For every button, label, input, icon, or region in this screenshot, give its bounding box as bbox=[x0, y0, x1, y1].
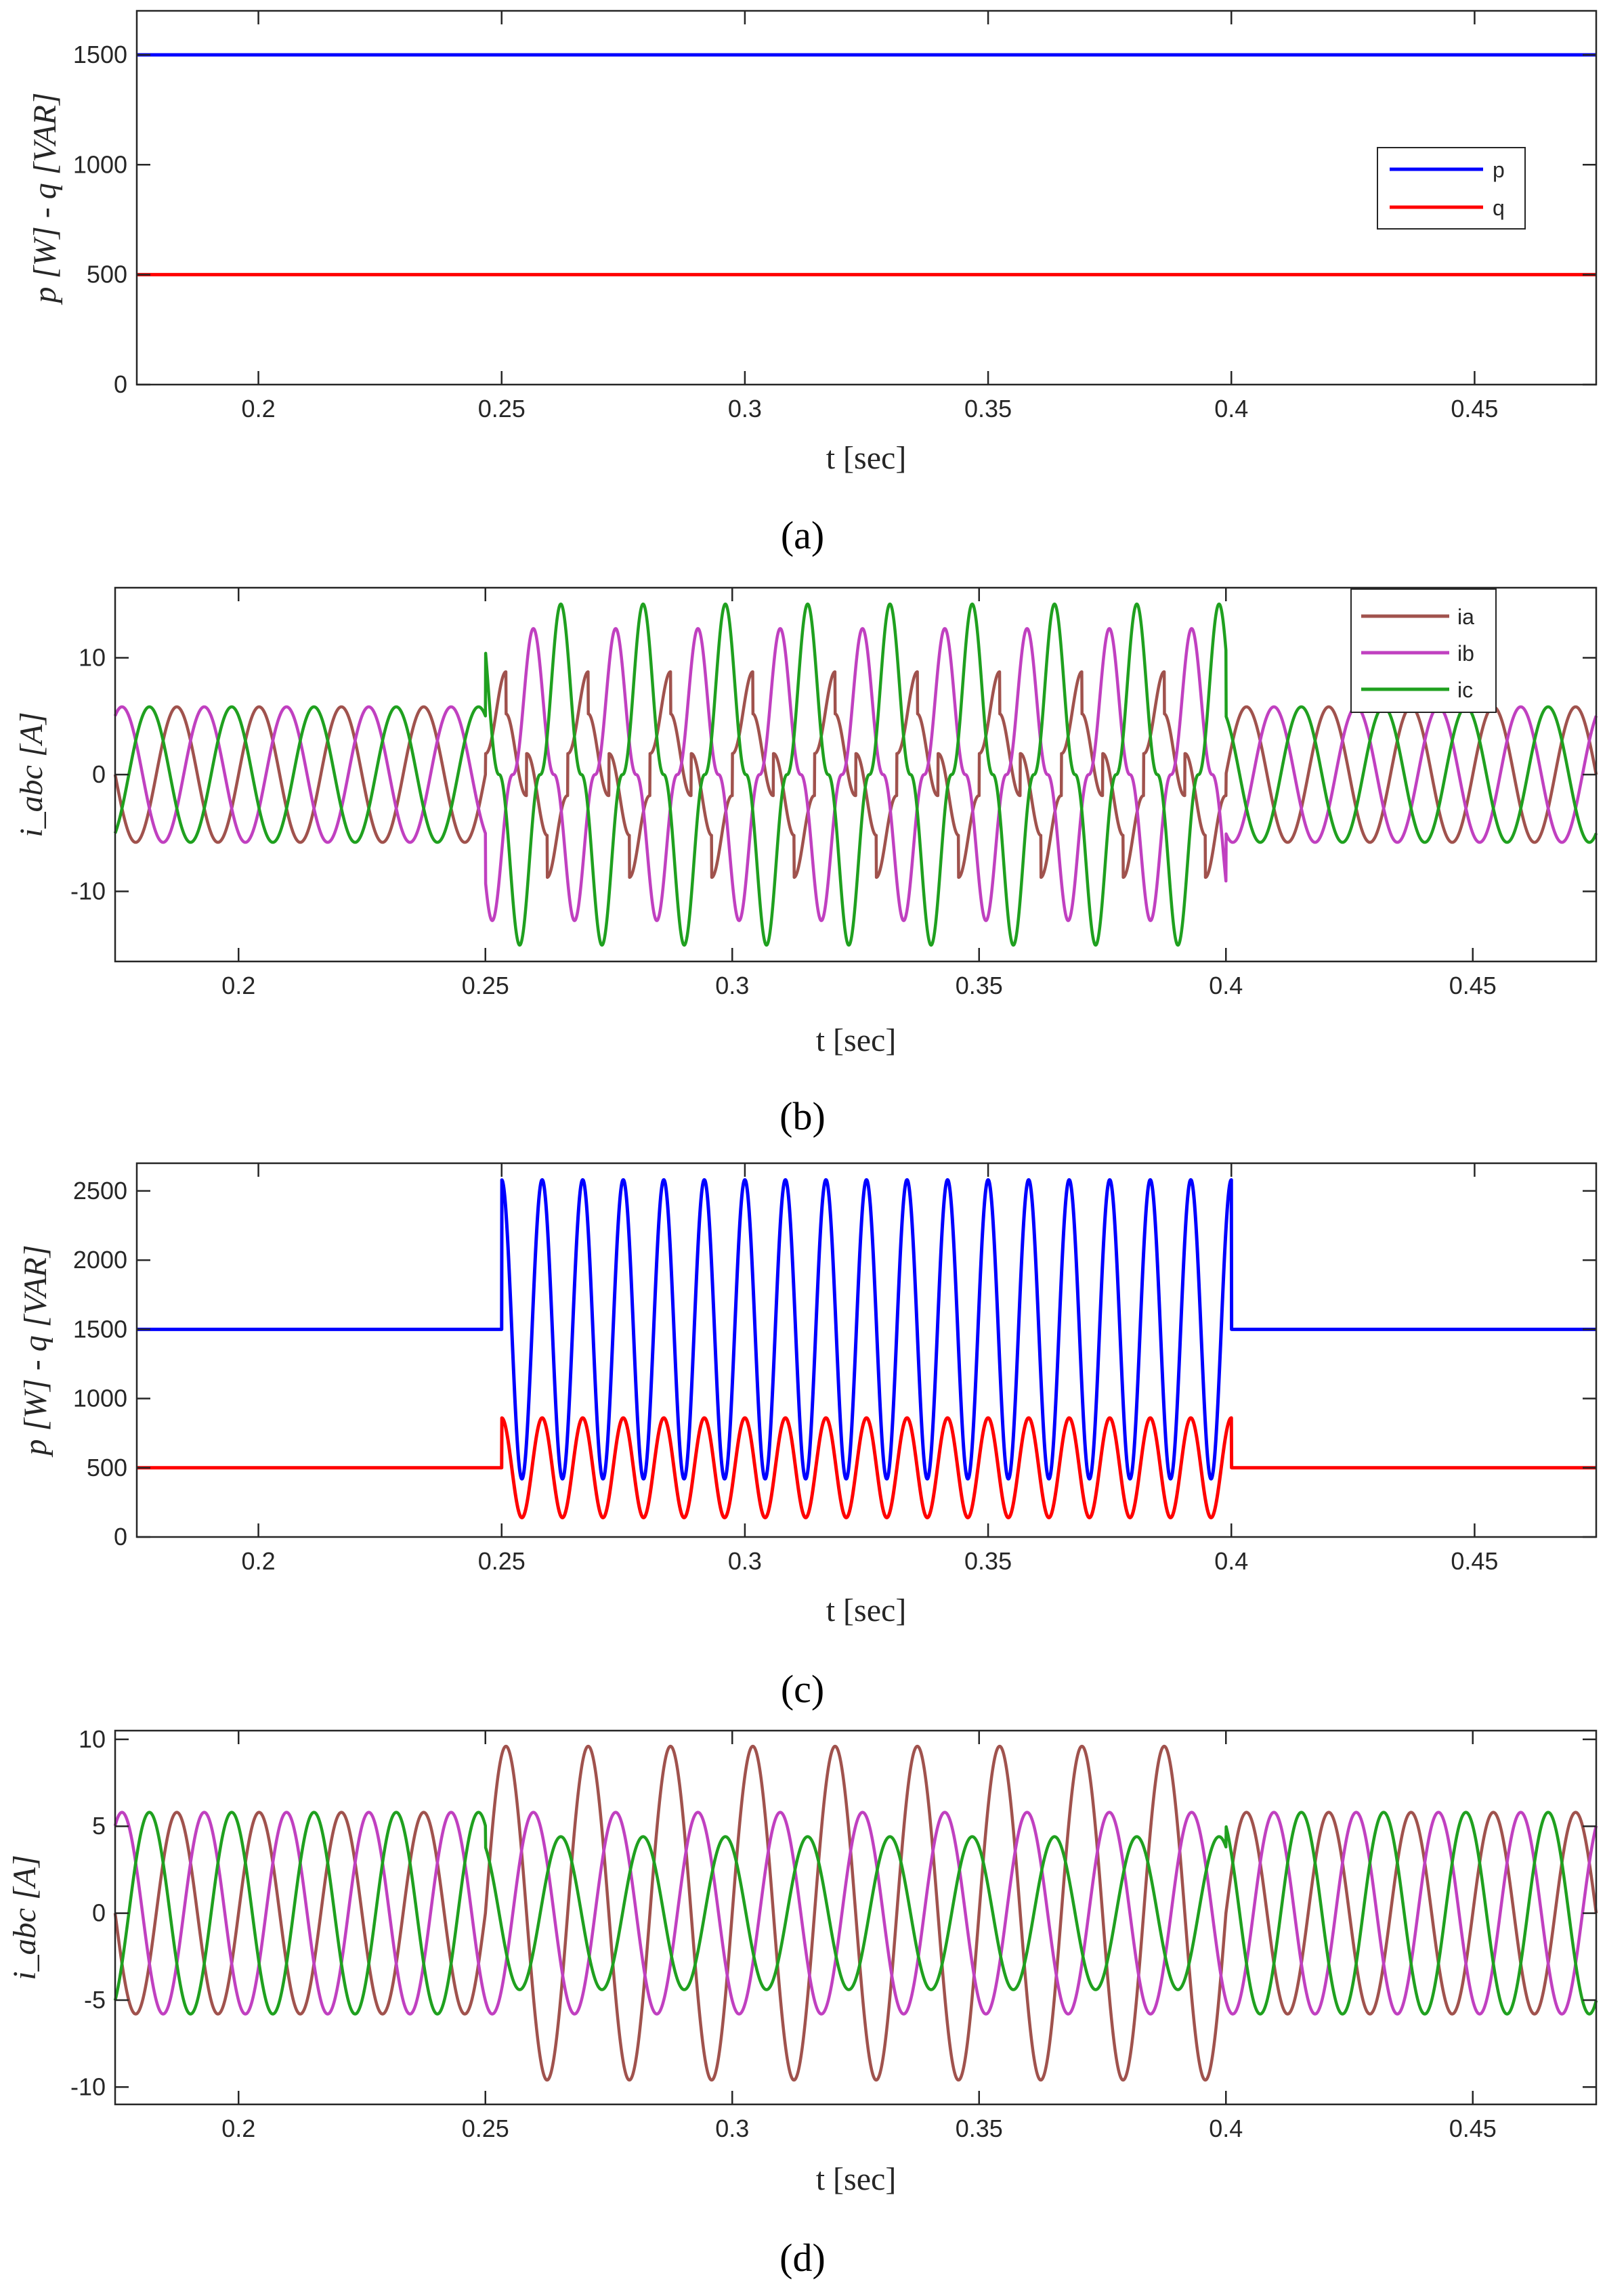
chart-c-xlabel: t [sec] bbox=[826, 1593, 907, 1628]
chart-c-xtick-label: 0.25 bbox=[478, 1547, 526, 1575]
chart-d: 0.2 0.25 0.3 0.35 0.4 0.45 -10 -5 0 5 10 t [sec] i… bbox=[7, 1725, 1598, 2280]
chart-b-ytick-label: 0 bbox=[92, 760, 106, 788]
chart-d-ytick-label: -10 bbox=[70, 2073, 106, 2100]
chart-a: 0.2 0.25 0.3 0.35 0.4 0.45 0 500 1000 1500 t [sec… bbox=[27, 9, 1598, 557]
chart-d-xtick-label: 0.2 bbox=[221, 2115, 255, 2142]
chart-c-ytick-label: 1500 bbox=[73, 1315, 127, 1343]
chart-d-ytick-label: 5 bbox=[92, 1812, 106, 1840]
chart-c-ytick-label: 2000 bbox=[73, 1246, 127, 1274]
chart-c-ytick-label: 500 bbox=[87, 1454, 127, 1481]
chart-d-series bbox=[113, 1744, 1598, 2082]
chart-a-ytick-label: 1000 bbox=[73, 150, 127, 178]
chart-c-series-q bbox=[135, 1416, 1598, 1519]
chart-d-series-ib bbox=[113, 1811, 1598, 2016]
chart-a-axes-box bbox=[135, 9, 1598, 386]
chart-d-ytick-label: -5 bbox=[84, 1986, 106, 2014]
chart-a-series bbox=[137, 53, 1596, 277]
chart-b: 0.2 0.25 0.3 0.35 0.4 0.45 -10 0 10 t [sec] i_ab… bbox=[14, 586, 1598, 1138]
chart-a-ytick-label: 0 bbox=[114, 370, 127, 398]
chart-a-legend-label-p: p bbox=[1493, 158, 1505, 182]
chart-b-xtick-label: 0.35 bbox=[956, 972, 1003, 999]
chart-a-ylabel: p [W] - q [VAR] bbox=[27, 92, 63, 305]
chart-c-ylabel: p [W] - q [VAR] bbox=[18, 1244, 53, 1457]
chart-b-series bbox=[113, 602, 1598, 947]
chart-b-legend-label-ic: ic bbox=[1457, 678, 1473, 702]
chart-b-legend: ia ib ic bbox=[1350, 588, 1497, 713]
chart-a-xtick-label: 0.35 bbox=[964, 395, 1012, 423]
chart-b-series-ia bbox=[113, 670, 1598, 880]
chart-d-xtick-label: 0.25 bbox=[462, 2115, 509, 2142]
chart-d-xtick-label: 0.4 bbox=[1209, 2115, 1243, 2142]
chart-b-legend-label-ib: ib bbox=[1457, 641, 1474, 666]
chart-a-legend: p q bbox=[1377, 147, 1526, 230]
panel-label-b: (b) bbox=[779, 1094, 826, 1138]
chart-c-xtick-label: 0.2 bbox=[242, 1547, 276, 1575]
chart-d-ytick-label: 10 bbox=[79, 1725, 106, 1753]
chart-a-legend-box bbox=[1377, 147, 1526, 230]
chart-b-legend-label-ia: ia bbox=[1457, 605, 1474, 629]
chart-c-xtick-label: 0.45 bbox=[1451, 1547, 1498, 1575]
chart-a-xtick-label: 0.45 bbox=[1451, 395, 1498, 423]
panel-label-a: (a) bbox=[781, 513, 824, 557]
chart-b-xtick-label: 0.2 bbox=[221, 972, 255, 999]
chart-b-legend-box bbox=[1350, 588, 1497, 713]
chart-b-xtick-label: 0.3 bbox=[715, 972, 749, 999]
chart-c-xtick-label: 0.3 bbox=[728, 1547, 762, 1575]
chart-b-xlabel: t [sec] bbox=[816, 1022, 897, 1058]
panel-label-d: (d) bbox=[779, 2236, 826, 2280]
chart-c-ytick-label: 0 bbox=[114, 1523, 127, 1551]
chart-d-series-ic bbox=[113, 1811, 1598, 2016]
chart-c-xtick-label: 0.4 bbox=[1214, 1547, 1248, 1575]
chart-d-xtick-label: 0.3 bbox=[715, 2115, 749, 2142]
chart-a-xlabel: t [sec] bbox=[826, 440, 907, 476]
chart-c-xtick-label: 0.35 bbox=[964, 1547, 1012, 1575]
chart-d-axes-box bbox=[114, 1729, 1598, 2106]
chart-a-xtick-label: 0.4 bbox=[1214, 395, 1248, 423]
chart-b-series-ib bbox=[113, 627, 1598, 922]
chart-c-series bbox=[135, 1178, 1598, 1519]
chart-d-series-ia bbox=[113, 1744, 1598, 2082]
chart-d-ytick-label: 0 bbox=[92, 1899, 106, 1927]
chart-c-axes-box bbox=[135, 1162, 1598, 1538]
chart-d-xtick-label: 0.35 bbox=[956, 2115, 1003, 2142]
chart-a-legend-label-q: q bbox=[1493, 196, 1505, 220]
chart-c-ytick-label: 1000 bbox=[73, 1385, 127, 1412]
chart-a-ytick-label: 1500 bbox=[73, 41, 127, 68]
chart-b-xtick-label: 0.45 bbox=[1449, 972, 1497, 999]
chart-b-ylabel: i_abc [A] bbox=[14, 712, 49, 837]
chart-b-xtick-label: 0.4 bbox=[1209, 972, 1243, 999]
chart-b-series-ic bbox=[113, 602, 1598, 947]
chart-b-xtick-label: 0.25 bbox=[462, 972, 509, 999]
chart-c-ytick-label: 2500 bbox=[73, 1177, 127, 1205]
chart-d-xtick-label: 0.45 bbox=[1449, 2115, 1497, 2142]
chart-c-series-p bbox=[135, 1178, 1598, 1481]
chart-c: 0.2 0.25 0.3 0.35 0.4 0.45 0 500 1000 1500 2000 250… bbox=[18, 1162, 1598, 1711]
chart-d-ylabel: i_abc [A] bbox=[7, 1855, 43, 1980]
chart-b-ytick-label: -10 bbox=[70, 878, 106, 905]
chart-a-xtick-label: 0.2 bbox=[242, 395, 276, 423]
chart-b-ytick-label: 10 bbox=[79, 644, 106, 672]
chart-a-xtick-label: 0.25 bbox=[478, 395, 526, 423]
chart-a-ytick-label: 500 bbox=[87, 261, 127, 288]
chart-a-xtick-label: 0.3 bbox=[728, 395, 762, 423]
chart-d-xlabel: t [sec] bbox=[816, 2161, 897, 2197]
panel-label-c: (c) bbox=[781, 1667, 824, 1711]
